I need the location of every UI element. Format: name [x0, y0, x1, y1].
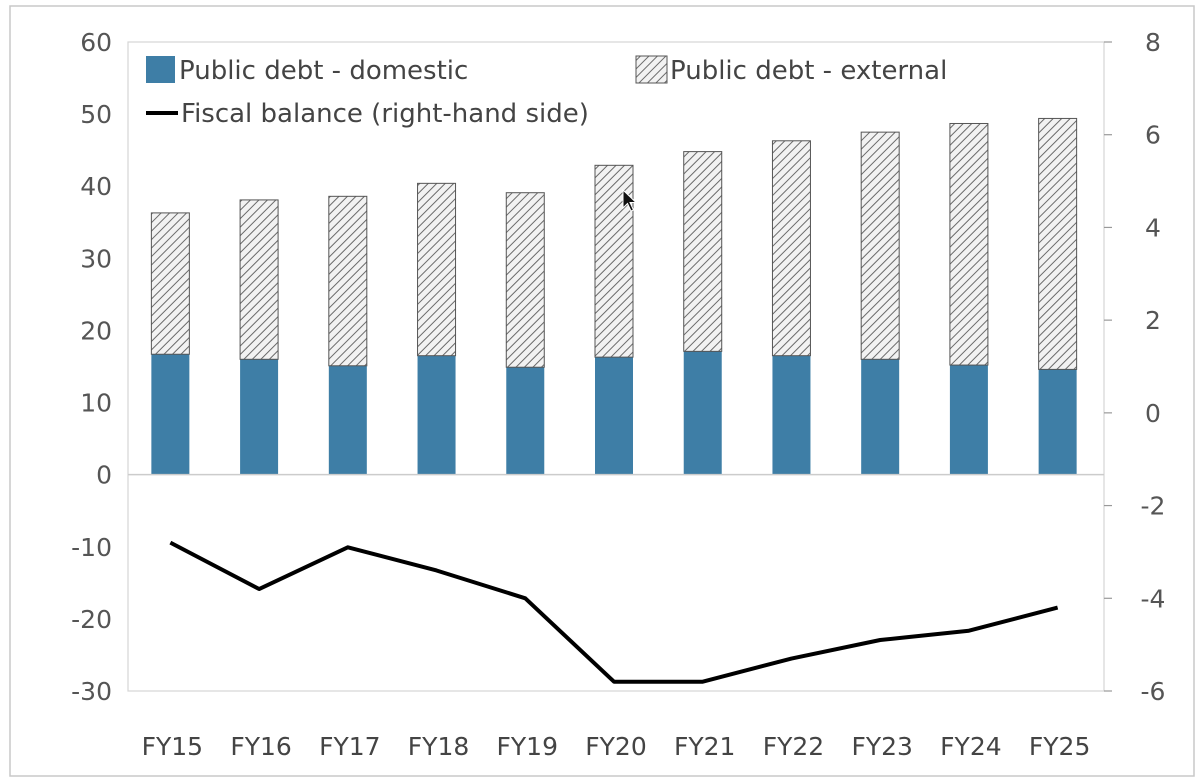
- left-tick-label: 40: [80, 172, 112, 201]
- legend-item-fiscal: Fiscal balance (right-hand side): [146, 99, 589, 129]
- bar-external-FY18: [417, 182, 457, 357]
- legend-label-external: Public debt - external: [670, 56, 947, 86]
- bar-domestic-FY17: [328, 365, 367, 475]
- right-tick-label: 8: [1145, 28, 1161, 57]
- bar-external-FY21: [683, 151, 723, 352]
- left-tick-label: 0: [96, 461, 112, 490]
- bar-external-FY23: [860, 131, 900, 360]
- x-tick-label-FY23: FY23: [851, 732, 912, 761]
- x-axis-ticks: FY15 FY16 FY17 FY18 FY19 FY20 FY21 FY22 FY23 FY24…: [142, 732, 1091, 761]
- left-tick-label: -30: [71, 677, 112, 706]
- right-tick-label: 4: [1145, 213, 1161, 242]
- legend: Public debt - domestic Public debt - ext…: [146, 55, 947, 129]
- outer-border: [9, 5, 1195, 777]
- legend-item-domestic: Public debt - domestic: [146, 56, 468, 86]
- legend-label-domestic: Public debt - domestic: [179, 56, 468, 86]
- left-tick-label: 10: [80, 389, 112, 418]
- bar-external-FY17: [328, 195, 368, 367]
- x-tick-label-FY21: FY21: [674, 732, 735, 761]
- bar-domestic-FY19: [506, 367, 545, 475]
- right-tick-label: 2: [1145, 306, 1161, 335]
- x-tick-label-FY20: FY20: [585, 732, 646, 761]
- bars-layer: [150, 117, 1078, 475]
- right-tick-label: -6: [1141, 677, 1166, 706]
- right-tick-label: -2: [1141, 492, 1166, 521]
- bar-domestic-FY25: [1038, 369, 1077, 475]
- right-axis-ticks: 8 6 4 2 0 -2 -4 -6: [1104, 28, 1165, 706]
- bar-domestic-FY22: [772, 355, 811, 475]
- legend-swatch-domestic: [146, 56, 175, 83]
- right-tick-label: 6: [1145, 121, 1161, 150]
- bar-external-FY16: [239, 199, 279, 360]
- bar-external-FY19: [505, 192, 545, 368]
- plot-area-frame: [127, 41, 1105, 692]
- x-tick-label-FY15: FY15: [142, 732, 203, 761]
- bar-external-FY24: [949, 122, 989, 366]
- bar-domestic-FY21: [683, 351, 722, 475]
- x-tick-label-FY24: FY24: [940, 732, 1001, 761]
- legend-item-external: Public debt - external: [635, 55, 947, 86]
- x-tick-label-FY18: FY18: [408, 732, 469, 761]
- x-tick-label-FY25: FY25: [1029, 732, 1090, 761]
- bar-domestic-FY24: [949, 365, 988, 475]
- mouse-cursor-icon: [622, 188, 638, 212]
- bar-domestic-FY16: [240, 359, 279, 475]
- left-tick-label: 30: [80, 244, 112, 273]
- bar-external-FY15: [150, 212, 190, 355]
- left-tick-label: 60: [80, 28, 112, 57]
- x-tick-label-FY22: FY22: [763, 732, 824, 761]
- x-tick-label-FY17: FY17: [319, 732, 380, 761]
- bar-domestic-FY18: [417, 355, 456, 475]
- left-tick-label: -10: [71, 533, 112, 562]
- legend-label-fiscal: Fiscal balance (right-hand side): [181, 99, 589, 129]
- bar-domestic-FY20: [595, 357, 633, 475]
- bar-domestic-FY15: [151, 354, 190, 475]
- legend-swatch-external: [635, 55, 668, 84]
- left-tick-label: 50: [80, 100, 112, 129]
- left-tick-label: -20: [71, 605, 112, 634]
- left-tick-label: 20: [80, 316, 112, 345]
- x-tick-label-FY16: FY16: [230, 732, 291, 761]
- right-tick-label: 0: [1145, 399, 1161, 428]
- fiscal-balance-line: [169, 540, 1059, 684]
- left-axis-ticks: 60 50 40 30 20 10 0 -10 -20 -30: [71, 28, 112, 706]
- bar-external-FY22: [771, 140, 811, 357]
- bar-external-FY25: [1038, 117, 1078, 370]
- right-tick-label: -4: [1141, 584, 1166, 613]
- bar-domestic-FY23: [861, 359, 900, 475]
- x-tick-label-FY19: FY19: [497, 732, 558, 761]
